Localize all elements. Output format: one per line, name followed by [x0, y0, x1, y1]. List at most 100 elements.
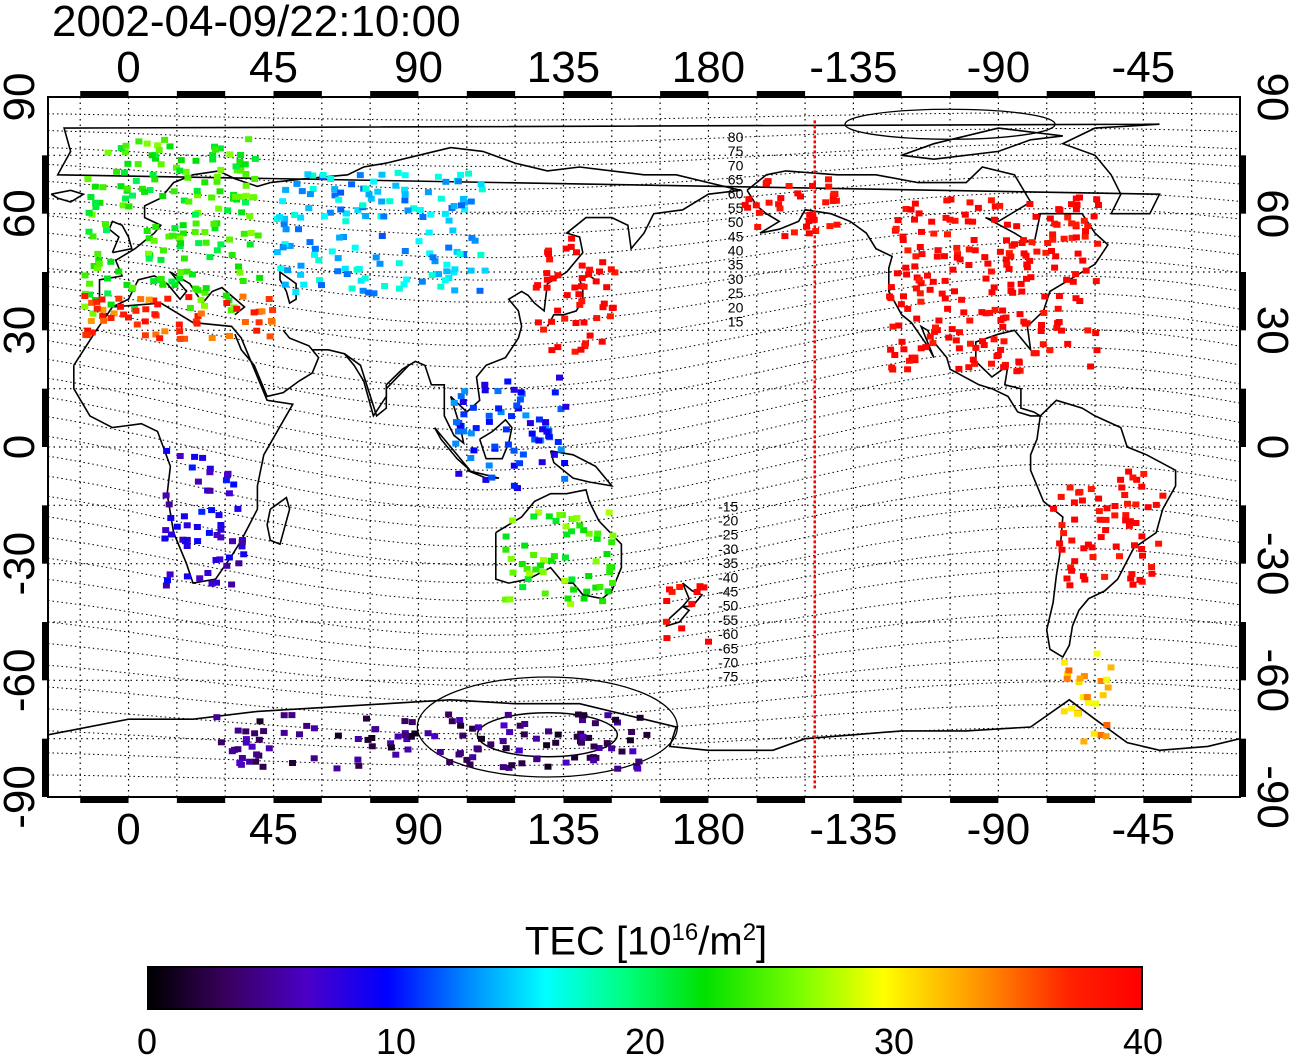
tec-cell — [1139, 552, 1146, 559]
tec-cell — [563, 531, 571, 538]
tec-cell — [604, 712, 612, 719]
tec-cell — [253, 327, 261, 334]
tec-cell — [86, 280, 94, 287]
tec-cell — [212, 146, 220, 153]
tec-cell — [411, 730, 419, 737]
tec-cell — [533, 756, 541, 763]
tec-cell — [500, 722, 508, 729]
tec-cell — [794, 190, 802, 197]
tec-cell — [1103, 722, 1111, 728]
tec-cell — [205, 529, 213, 536]
tec-cell — [194, 478, 202, 485]
colorbar-tick-30: 30 — [874, 1021, 915, 1062]
tec-cell — [180, 255, 188, 262]
tec-cell — [201, 179, 209, 186]
tec-cell — [996, 202, 1004, 209]
tec-cell — [277, 265, 285, 272]
tec-cell — [180, 197, 188, 204]
tec-cell — [370, 290, 378, 297]
tec-cell — [1063, 276, 1071, 283]
tec-cell — [297, 271, 305, 278]
tec-cell — [531, 436, 539, 443]
tec-cell — [304, 171, 312, 178]
tec-cell — [1052, 253, 1060, 260]
tec-cell — [575, 291, 583, 298]
tec-cell — [213, 178, 221, 185]
tec-cell — [256, 718, 264, 725]
tec-cell — [122, 142, 130, 149]
tec-cell — [124, 160, 132, 167]
tec-cell — [293, 180, 301, 187]
tec-cell — [954, 251, 961, 258]
tec-cell — [450, 399, 458, 406]
tec-cell — [81, 272, 89, 279]
tec-cell — [176, 453, 184, 459]
tec-cell — [281, 241, 289, 248]
tec-cell — [1080, 545, 1088, 552]
tec-cell — [918, 228, 925, 235]
tec-cell — [176, 167, 184, 174]
tec-cell — [1063, 575, 1071, 582]
tec-cell — [509, 569, 517, 576]
tec-cell — [170, 188, 178, 195]
tec-cell — [284, 267, 292, 274]
tec-cell — [1060, 235, 1068, 242]
tec-cell — [952, 337, 960, 344]
bottom-lon-label: 45 — [249, 805, 298, 854]
frame-band-top — [563, 91, 612, 96]
tec-cell — [915, 276, 923, 283]
tec-cell — [99, 306, 107, 313]
tec-cell — [234, 505, 242, 512]
frame-band-top — [176, 91, 226, 96]
tec-cell — [134, 161, 142, 168]
tec-cell — [443, 261, 451, 268]
nz-south-coast — [665, 605, 691, 628]
tec-cell — [310, 755, 318, 762]
tec-cell — [991, 203, 999, 210]
tec-cell — [1039, 341, 1047, 348]
contour-label-55: 55 — [728, 200, 744, 216]
tec-cell — [129, 284, 137, 291]
tec-cell — [506, 596, 514, 603]
contour-line — [48, 484, 1240, 566]
tec-cell — [891, 352, 899, 358]
tec-cell — [93, 298, 101, 305]
tec-cell — [1038, 322, 1045, 328]
tec-cell — [585, 734, 593, 741]
tec-cell — [441, 210, 449, 217]
tec-cell — [543, 276, 551, 283]
tec-cell — [1058, 546, 1066, 553]
north-america-coast — [746, 166, 1109, 417]
tec-cell — [1068, 201, 1075, 208]
tec-cell — [213, 247, 221, 254]
tec-cell — [1046, 215, 1054, 222]
tec-cell — [1159, 492, 1167, 499]
tec-cell — [1117, 476, 1125, 483]
tec-cell — [1003, 221, 1011, 228]
tec-cell — [201, 289, 209, 296]
tec-cell — [269, 307, 277, 314]
tec-cell — [94, 250, 102, 257]
tec-cell — [928, 218, 936, 225]
tec-cell — [575, 711, 582, 718]
tec-cell — [614, 765, 622, 772]
tec-cell — [554, 272, 562, 279]
tec-cell — [955, 365, 963, 372]
tec-cell — [222, 477, 230, 484]
tec-cell — [569, 516, 577, 522]
tec-cell — [628, 729, 636, 735]
tec-cell — [606, 564, 614, 570]
contour-line — [48, 443, 1240, 529]
tec-cell — [176, 335, 184, 342]
tec-cell — [436, 749, 444, 755]
tec-cell — [1060, 708, 1068, 715]
tec-cell — [342, 218, 350, 225]
contour-label--15: -15 — [718, 498, 738, 514]
tec-cell — [1003, 261, 1011, 268]
tec-cell — [568, 528, 575, 535]
tec-cell — [206, 469, 214, 476]
tec-cell — [133, 321, 141, 328]
right-lat-label: 60 — [1248, 189, 1292, 238]
tec-cell — [1129, 581, 1137, 588]
contour-label--65: -65 — [718, 640, 738, 656]
